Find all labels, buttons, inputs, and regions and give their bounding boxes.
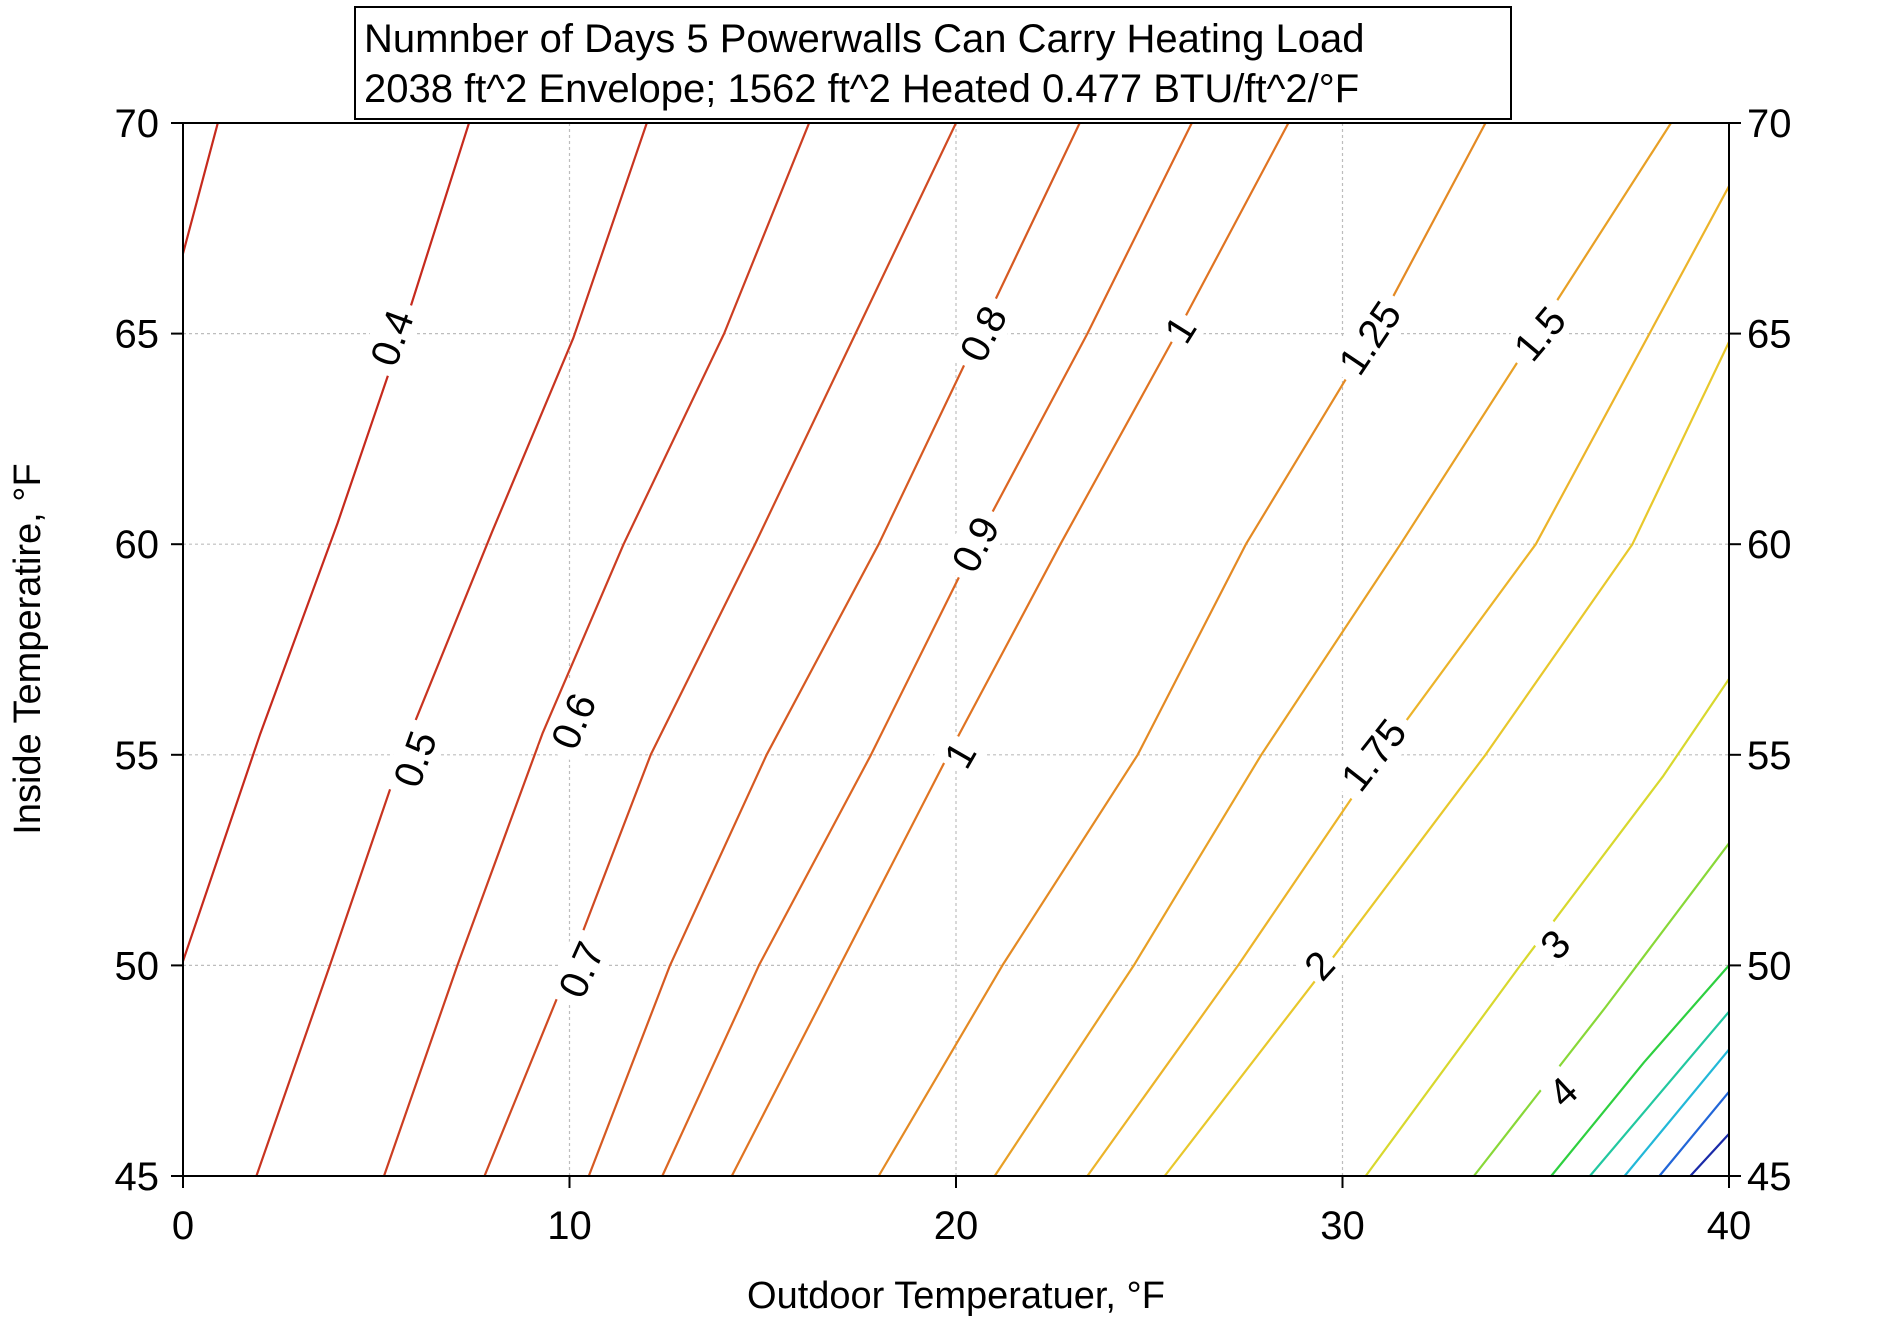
x-tick-label: 10 (547, 1204, 592, 1248)
contour-label-bg (381, 716, 449, 802)
contour-label-bg (1536, 1065, 1589, 1119)
contour-line-0.9 (661, 122, 1193, 1177)
contour-line-1.5 (993, 122, 1672, 1177)
y-tick-label-right: 70 (1747, 102, 1792, 146)
x-tick-label: 0 (172, 1204, 194, 1248)
contour-label-bg (1292, 939, 1346, 992)
contour-label-group: 2 (1292, 939, 1346, 992)
chart-title: Numnber of Days 5 Powerwalls Can Carry H… (364, 17, 1365, 61)
y-tick-label-right: 55 (1747, 734, 1792, 778)
contour-line-0.5 (255, 122, 648, 1177)
y-tick-label-left: 70 (115, 102, 160, 146)
y-tick-label-left: 65 (115, 313, 160, 357)
y-axis-title: Inside Temperatire, °F (7, 463, 49, 834)
contour-label-group: 0.6 (538, 678, 609, 764)
x-tick-label: 30 (1320, 1204, 1365, 1248)
y-tick-label-right: 65 (1747, 313, 1792, 357)
y-tick-label-left: 55 (115, 734, 160, 778)
contour-line-0.4 (181, 122, 471, 962)
contour-line-1.25 (877, 122, 1487, 1177)
y-tick-label-left: 50 (115, 944, 160, 988)
chart-title-box: Numnber of Days 5 Powerwalls Can Carry H… (354, 6, 1512, 120)
contour-label-bg (358, 295, 426, 381)
contour-line-1 (730, 122, 1290, 1177)
contour-line-4 (1550, 964, 1730, 1177)
contour-line-5 (1589, 1010, 1730, 1177)
contour-label-group: 1 (933, 730, 987, 779)
contour-label-group: 1.25 (1324, 285, 1415, 390)
contour-line-8 (1689, 1133, 1730, 1177)
contour-label-bg (1153, 305, 1207, 354)
contour-line-0.8 (587, 122, 1081, 1177)
contour-line-0.6 (382, 122, 811, 1177)
contour-label-group: 1 (1153, 305, 1207, 354)
chart-subtitle: 2038 ft^2 Envelope; 1562 ft^2 Heated 0.4… (364, 67, 1360, 111)
contour-label-bg (1324, 285, 1415, 390)
axis-ticks: 0 10 20 30 40 45 50 55 60 65 70 45 50 55 60 65 70 (115, 102, 1792, 1248)
y-tick-label-left: 60 (115, 523, 160, 567)
contour-line-7 (1658, 1091, 1730, 1177)
contour-line-2 (1364, 678, 1730, 1177)
contour-label-bg (946, 290, 1020, 377)
contour-line-3 (1473, 842, 1730, 1177)
contour-label-group: 0.5 (381, 716, 449, 802)
contour-line-0.35 (181, 122, 219, 254)
contour-label-group: 1.5 (1498, 291, 1581, 377)
contour-label-bg (1326, 703, 1421, 807)
contour-label-bg (933, 730, 987, 779)
contour-line-6 (1623, 1048, 1730, 1177)
contour-label-bg (1528, 918, 1582, 971)
contour-label-group: 3 (1528, 918, 1582, 971)
contour-label-group: 0.4 (358, 295, 426, 381)
contour-line-1.75 (1163, 341, 1730, 1177)
y-tick-label-right: 60 (1747, 523, 1792, 567)
contour-label-bg (938, 501, 1013, 588)
y-tick-label-left: 45 (115, 1155, 160, 1199)
x-axis-title: Outdoor Temperatuer, °F (747, 1275, 1165, 1317)
x-tick-label: 40 (1707, 1204, 1752, 1248)
y-tick-label-right: 50 (1747, 944, 1792, 988)
y-tick-label-right: 45 (1747, 1155, 1792, 1199)
contour-label-group: 4 (1536, 1065, 1589, 1119)
contour-line-0.7 (483, 122, 957, 1177)
x-tick-label: 20 (934, 1204, 979, 1248)
contour-label-bg (545, 926, 617, 1013)
contour-label-bg (538, 678, 609, 764)
contour-label-bg (1498, 291, 1581, 377)
grid-lines (183, 123, 1729, 1176)
